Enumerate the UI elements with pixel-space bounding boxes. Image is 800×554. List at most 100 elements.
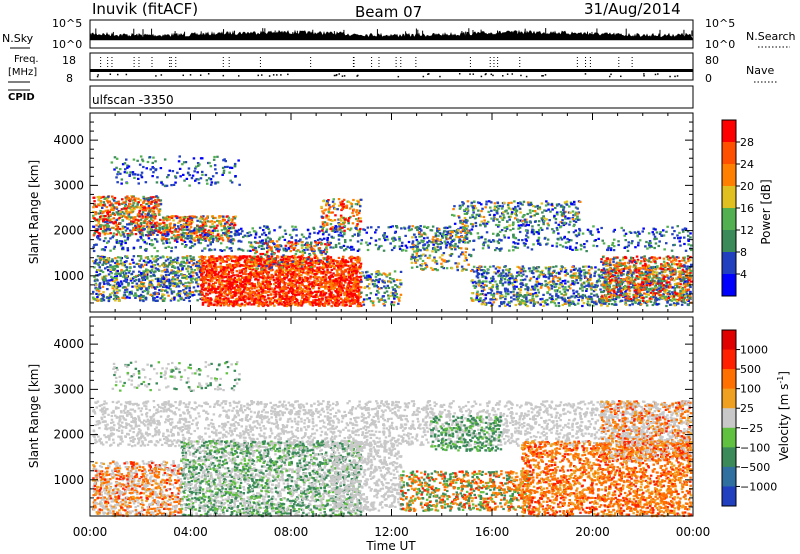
data-cell [377, 247, 380, 250]
data-cell [111, 212, 115, 215]
data-cell [579, 243, 583, 246]
data-cell [150, 243, 153, 246]
data-cell [219, 269, 223, 273]
data-cell [219, 293, 223, 296]
data-cell [499, 248, 502, 251]
data-cell [201, 303, 205, 306]
data-cell [344, 248, 348, 251]
data-cell [186, 270, 190, 273]
data-cell [111, 287, 114, 290]
data-cell [308, 283, 311, 286]
data-cell [336, 230, 339, 233]
data-cell [525, 234, 528, 237]
data-cell [172, 258, 175, 262]
data-cell [201, 249, 204, 252]
data-cell [128, 207, 131, 210]
data-cell [173, 237, 176, 240]
data-cell [440, 242, 444, 245]
data-cell [350, 260, 353, 263]
data-cell [238, 259, 241, 262]
data-cell [147, 261, 150, 264]
data-cell [184, 287, 188, 290]
data-cell [556, 228, 559, 231]
data-cell [227, 236, 230, 239]
data-cell [141, 265, 145, 268]
data-cell [206, 278, 210, 282]
data-cell [155, 201, 158, 204]
data-cell [221, 302, 224, 305]
data-cell [210, 220, 214, 223]
data-cell [516, 246, 519, 249]
data-cell [217, 238, 221, 241]
data-cell [625, 245, 629, 249]
data-cell [283, 238, 287, 241]
data-cell [132, 226, 135, 229]
data-cell [261, 301, 264, 304]
data-cell [143, 289, 146, 293]
data-cell [259, 300, 263, 303]
data-cell [205, 294, 208, 297]
data-cell [158, 226, 161, 229]
data-cell [107, 299, 111, 303]
data-cell [232, 305, 235, 308]
data-cell [119, 222, 122, 225]
data-cell [165, 238, 169, 241]
data-cell [223, 295, 226, 298]
data-cell [159, 199, 163, 202]
data-cell [113, 265, 117, 268]
data-cell [391, 237, 394, 240]
data-cell [339, 301, 343, 304]
data-cell [206, 215, 209, 218]
data-cell [521, 239, 524, 242]
data-cell [121, 211, 124, 214]
data-cell [201, 217, 204, 220]
data-cell [142, 278, 145, 281]
data-cell [98, 261, 102, 264]
data-cell [171, 265, 174, 268]
data-cell [124, 216, 127, 219]
data-cell [150, 268, 154, 271]
data-cell [154, 214, 157, 218]
data-cell [222, 301, 226, 305]
data-cell [214, 277, 217, 280]
data-cell [468, 229, 471, 232]
data-cell [366, 248, 370, 252]
data-cell [208, 239, 211, 242]
data-cell [192, 229, 196, 232]
data-cell [329, 282, 332, 285]
data-cell [649, 241, 652, 244]
data-cell [180, 238, 183, 242]
data-cell [111, 204, 115, 207]
data-cell [120, 208, 124, 211]
data-cell [181, 242, 184, 246]
data-cell [454, 242, 457, 246]
data-cell [140, 282, 143, 286]
data-cell [687, 238, 690, 241]
freq-tick-bottom: 8 [66, 72, 73, 85]
data-cell [106, 201, 110, 204]
data-cell [472, 239, 476, 242]
data-cell [148, 210, 151, 213]
data-cell [630, 242, 633, 245]
data-cell [102, 257, 105, 260]
data-cell [377, 226, 380, 229]
data-cell [537, 231, 541, 234]
data-cell [268, 237, 272, 240]
data-cell [624, 232, 628, 235]
data-cell [179, 217, 182, 220]
data-cell [445, 244, 448, 247]
data-cell [175, 216, 179, 220]
data-cell [108, 295, 111, 298]
data-cell [315, 273, 318, 276]
data-cell [336, 274, 340, 277]
data-cell [131, 277, 135, 280]
data-cell [339, 265, 343, 268]
data-cell [306, 228, 310, 231]
data-cell [662, 234, 666, 237]
data-cell [243, 304, 246, 307]
data-cell [162, 285, 165, 288]
data-cell [150, 282, 153, 285]
freq-dot [199, 74, 202, 76]
data-cell [188, 282, 192, 285]
data-cell [138, 230, 141, 233]
